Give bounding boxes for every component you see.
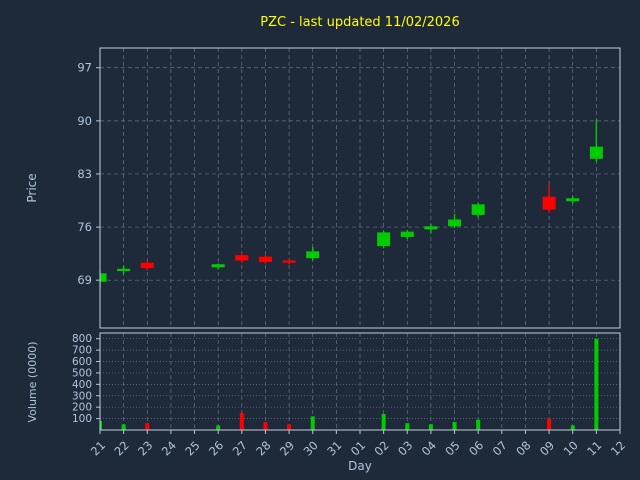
volume-bar: [594, 338, 599, 430]
candle-body: [117, 268, 131, 272]
volume-bar: [570, 425, 575, 430]
day-tick-label: 31: [324, 438, 344, 458]
day-tick-label: 04: [419, 438, 439, 458]
volume-axis-label: Volume (0000): [26, 342, 39, 423]
volume-tick-label: 800: [72, 333, 92, 345]
day-tick-label: 05: [442, 438, 462, 458]
day-tick-label: 26: [206, 438, 226, 458]
volume-bar: [452, 422, 457, 430]
day-tick-label: 07: [490, 438, 510, 458]
candle-body: [282, 260, 296, 263]
day-axis-label: Day: [348, 459, 372, 473]
candle-body: [542, 196, 556, 210]
price-axis-label: Price: [25, 173, 39, 202]
volume-bar: [547, 418, 552, 430]
candle-body: [424, 226, 438, 230]
day-tick-label: 24: [159, 438, 179, 458]
volume-bar: [381, 414, 386, 430]
volume-tick-label: 400: [72, 379, 92, 391]
volume-bar: [263, 422, 268, 430]
day-tick-label: 30: [301, 438, 321, 458]
day-tick-label: 02: [372, 438, 392, 458]
volume-bar: [310, 416, 315, 430]
volume-bar: [100, 420, 102, 430]
day-tick-label: 09: [537, 438, 557, 458]
volume-bar: [476, 419, 481, 430]
volume-bar: [287, 424, 292, 430]
candle-body: [235, 255, 249, 261]
volume-bar: [145, 423, 150, 430]
price-tick-label: 90: [77, 114, 92, 128]
day-tick-label: 08: [513, 438, 533, 458]
candle-body: [377, 232, 391, 247]
volume-bar: [216, 425, 221, 430]
volume-bar: [121, 424, 126, 430]
volume-bar: [239, 412, 244, 430]
price-plot-border: [99, 47, 621, 329]
day-tick-label: 29: [277, 438, 297, 458]
candle-body: [471, 204, 485, 215]
candle-body: [100, 273, 107, 282]
day-tick-label: 22: [112, 438, 132, 458]
chart-title: PZC - last updated 11/02/2026: [260, 15, 459, 30]
price-tick-label: 69: [77, 273, 92, 287]
day-tick-label: 28: [253, 438, 273, 458]
volume-tick-label: 300: [72, 390, 92, 402]
day-tick-label: 06: [466, 438, 486, 458]
candle-body: [306, 251, 320, 259]
day-tick-label: 21: [88, 438, 108, 458]
day-tick-label: 12: [608, 438, 628, 458]
candle-body: [566, 198, 580, 202]
day-tick-label: 27: [230, 438, 250, 458]
day-tick-label: 10: [561, 438, 581, 458]
day-tick-label: 11: [584, 438, 604, 458]
price-tick-label: 83: [77, 167, 92, 181]
volume-bar: [405, 423, 410, 430]
candle-body: [400, 231, 414, 237]
day-tick-label: 25: [182, 438, 202, 458]
volume-tick-label: 100: [72, 413, 92, 425]
volume-tick-label: 200: [72, 402, 92, 414]
volume-bar: [428, 424, 433, 430]
volume-tick-label: 700: [72, 345, 92, 357]
candle-body: [448, 219, 462, 227]
candle-body: [140, 262, 154, 269]
volume-tick-label: 600: [72, 356, 92, 368]
day-tick-label: 23: [135, 438, 155, 458]
price-tick-label: 76: [77, 220, 92, 234]
day-tick-label: 03: [395, 438, 415, 458]
day-tick-label: 01: [348, 438, 368, 458]
candle-body: [211, 264, 225, 268]
volume-tick-label: 500: [72, 367, 92, 379]
candle-body: [589, 146, 603, 159]
price-tick-label: 97: [77, 61, 92, 75]
candle-body: [258, 256, 272, 262]
